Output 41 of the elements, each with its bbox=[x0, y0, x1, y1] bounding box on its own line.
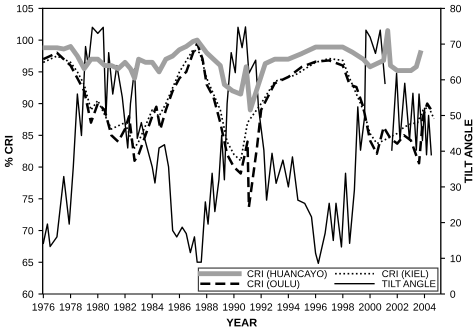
y2-tick-label: 50 bbox=[450, 112, 462, 120]
x-tick-label: 1990 bbox=[223, 303, 246, 311]
y-tick-label: 60 bbox=[22, 290, 34, 298]
y2-tick-label: 20 bbox=[450, 219, 462, 226]
y-tick-label: 70 bbox=[22, 227, 34, 234]
y2-tick-label: 10 bbox=[450, 254, 462, 262]
x-axis-title: YEAR bbox=[226, 318, 257, 326]
y-axis-title: % CRI bbox=[4, 136, 13, 167]
y2-tick-label: 80 bbox=[450, 4, 462, 12]
y2-tick-label: 60 bbox=[450, 76, 462, 84]
x-tick-label: 1976 bbox=[32, 303, 54, 311]
x-tick-label: 1992 bbox=[250, 303, 272, 311]
x-tick-label: 2004 bbox=[413, 303, 436, 311]
x-tick-label: 2000 bbox=[358, 303, 382, 311]
y2-tick-label: 40 bbox=[450, 148, 462, 156]
x-tick-label: 1982 bbox=[114, 303, 136, 311]
legend-label: CRI (HUANCAYO) bbox=[247, 270, 327, 280]
x-tick-label: 1988 bbox=[196, 303, 218, 311]
y-tick-label: 105 bbox=[17, 4, 34, 12]
x-tick-label: 1994 bbox=[278, 303, 300, 311]
y2-tick-label: 70 bbox=[450, 40, 462, 48]
y-tick-label: 95 bbox=[22, 68, 34, 76]
y-tick-label: 75 bbox=[22, 195, 34, 203]
legend-label: CRI (KIEL) bbox=[382, 270, 428, 280]
x-tick-label: 1984 bbox=[141, 303, 164, 311]
y-tick-label: 90 bbox=[22, 100, 34, 108]
y2-tick-label: 0 bbox=[450, 290, 456, 298]
x-tick-label: 1986 bbox=[168, 303, 191, 311]
y-tick-label: 80 bbox=[22, 164, 34, 171]
x-tick-label: 1998 bbox=[332, 303, 354, 311]
y-tick-label: 100 bbox=[17, 36, 34, 44]
x-tick-label: 2002 bbox=[386, 303, 408, 311]
x-tick-label: 1980 bbox=[87, 303, 109, 311]
y-tick-label: 65 bbox=[22, 258, 34, 266]
x-tick-label: 1978 bbox=[60, 303, 82, 311]
y-tick-label: 85 bbox=[22, 132, 34, 140]
x-tick-label: 1996 bbox=[304, 303, 327, 311]
legend-label: TILT ANGLE bbox=[382, 280, 436, 288]
legend-label: CRI (OULU) bbox=[247, 280, 300, 290]
y2-tick-label: 30 bbox=[450, 183, 462, 191]
y2-axis-title: TILT ANGLE bbox=[464, 120, 472, 184]
